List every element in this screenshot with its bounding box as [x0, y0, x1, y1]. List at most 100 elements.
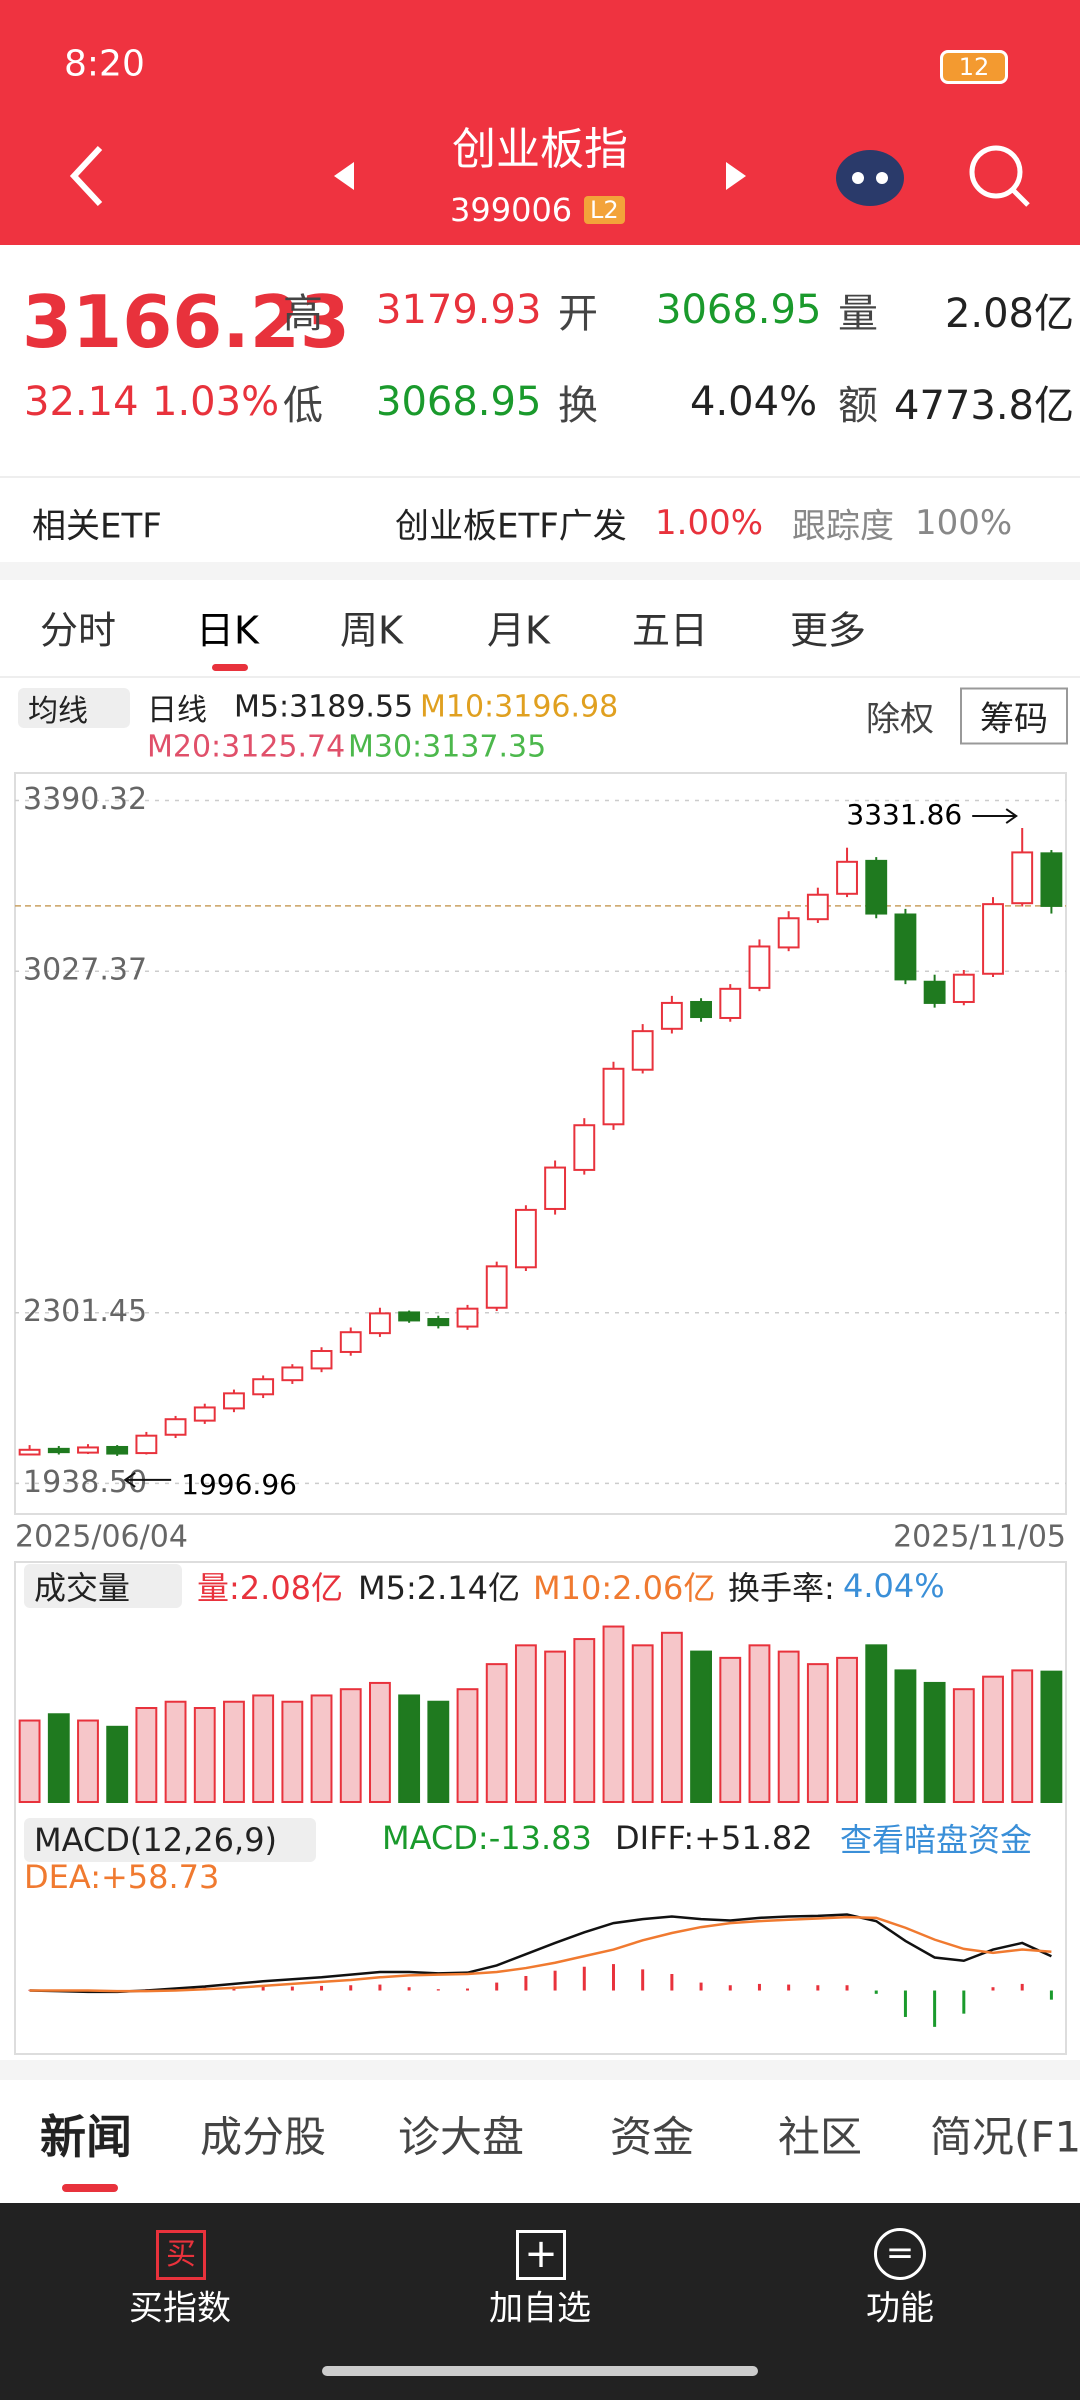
nav-item[interactable]: 买指数 — [129, 2288, 231, 2329]
volume-bar — [485, 1663, 508, 1803]
volume-bar — [135, 1707, 158, 1803]
ma20: M20:3125.74 — [147, 729, 346, 765]
volume-bar — [836, 1656, 858, 1804]
divider — [0, 476, 1080, 478]
candle-body — [398, 1311, 421, 1322]
candle-body — [836, 860, 858, 895]
etf-name[interactable]: 创业板ETF广发 — [395, 506, 627, 547]
volume-bar — [223, 1700, 245, 1803]
diff-line — [29, 1913, 1052, 1994]
turnover-label: 换手率: — [728, 1569, 835, 1607]
volume-bar — [865, 1644, 888, 1804]
change-pct: 1.03% — [152, 379, 280, 425]
volume-bar — [690, 1650, 712, 1803]
tab[interactable]: 周K — [340, 608, 403, 653]
start-date: 2025/06/04 — [15, 1520, 188, 1555]
robot[interactable] — [836, 150, 904, 206]
back[interactable] — [69, 145, 103, 207]
volume-bar — [748, 1644, 771, 1804]
volume-bar — [894, 1669, 917, 1804]
candle-body — [1040, 852, 1063, 907]
nav-item[interactable]: 功能 — [866, 2288, 934, 2329]
tab-underline — [62, 2184, 118, 2192]
high-arrow-head — [1005, 808, 1018, 824]
volume-bar — [660, 1631, 683, 1804]
candle-body — [18, 1448, 41, 1456]
search[interactable] — [969, 145, 1023, 199]
tab[interactable]: 五日 — [632, 608, 709, 653]
buy-icon[interactable]: 买 — [156, 2230, 206, 2280]
price-frame — [14, 772, 1067, 1515]
candle-body — [456, 1307, 479, 1328]
status-time: 8:20 — [64, 43, 145, 85]
search-handle — [1011, 188, 1030, 207]
volume-bar — [106, 1725, 129, 1804]
y-tick-label: 3027.37 — [23, 953, 147, 988]
candle-body — [544, 1166, 567, 1210]
divider — [0, 676, 1080, 678]
candle-body — [369, 1312, 391, 1335]
candle-body — [223, 1392, 245, 1410]
candle-body — [777, 917, 800, 949]
high-label: 3331.86 — [846, 798, 962, 831]
field-value: 4773.8亿 — [894, 383, 1074, 429]
tab[interactable]: 成分股 — [200, 2112, 327, 2162]
volume-bar — [427, 1700, 450, 1803]
volume-bar — [573, 1638, 596, 1803]
ma-button[interactable]: 均线 — [28, 694, 88, 729]
candle-body — [514, 1208, 537, 1269]
candle-body — [106, 1445, 129, 1455]
ma5: M5:3189.55 — [234, 689, 414, 725]
add-icon[interactable]: + — [516, 2230, 566, 2280]
volume-bar — [77, 1719, 99, 1803]
volume-bar — [719, 1656, 742, 1804]
tab[interactable]: 分时 — [40, 608, 117, 653]
ma-button-bg — [18, 688, 130, 728]
ma-period: 日线 — [147, 693, 207, 728]
y-tick-label: 2301.45 — [23, 1294, 147, 1329]
news-tab[interactable]: 新闻 — [40, 2110, 132, 2164]
tab[interactable]: 简况(F10) — [930, 2112, 1080, 2162]
volume-bar — [923, 1681, 946, 1804]
candle-body — [47, 1447, 70, 1454]
tab[interactable]: 更多 — [790, 608, 867, 653]
volume-bar — [952, 1688, 975, 1803]
candle-body — [923, 980, 946, 1004]
tab[interactable]: 社区 — [778, 2112, 863, 2162]
candle-body — [748, 945, 771, 989]
candle-body — [952, 973, 975, 1003]
field-value: 2.08亿 — [944, 291, 1074, 337]
band — [0, 2060, 1080, 2080]
volume-bar — [456, 1688, 479, 1803]
candle-body — [865, 859, 888, 915]
tab[interactable]: 日K — [196, 608, 259, 653]
nav-item[interactable]: 加自选 — [489, 2288, 591, 2329]
macd: MACD:-13.83 — [382, 1819, 592, 1857]
ex-right[interactable]: 除权 — [866, 699, 934, 740]
tab[interactable]: 月K — [487, 608, 550, 653]
field-label: 高 — [283, 291, 323, 337]
etf-track-label: 跟踪度 — [792, 506, 894, 547]
volume-bar — [310, 1694, 333, 1804]
title: 创业板指 — [452, 124, 628, 175]
macd-button[interactable]: MACD(12,26,9) — [34, 1821, 278, 1859]
header-bg — [0, 0, 1080, 245]
tab[interactable]: 诊大盘 — [398, 2112, 525, 2162]
candle-body — [894, 913, 917, 981]
volume-bar — [164, 1700, 187, 1803]
turnover: 4.04% — [843, 1567, 945, 1605]
vol-button[interactable]: 成交量 — [34, 1569, 131, 1607]
chips[interactable]: 筹码 — [960, 687, 1068, 745]
diff: DIFF:+51.82 — [615, 1819, 813, 1857]
dark-pool-link[interactable]: 查看暗盘资金 — [840, 1821, 1033, 1859]
field-label: 开 — [558, 291, 598, 337]
next[interactable] — [726, 162, 746, 190]
tab[interactable]: 资金 — [610, 2112, 695, 2162]
prev[interactable] — [334, 162, 354, 190]
header-icons — [69, 145, 1030, 207]
volume-bar — [982, 1675, 1004, 1803]
func-icon[interactable]: = — [874, 2228, 926, 2280]
volume-bar — [777, 1650, 800, 1803]
candle-body — [1011, 851, 1034, 905]
